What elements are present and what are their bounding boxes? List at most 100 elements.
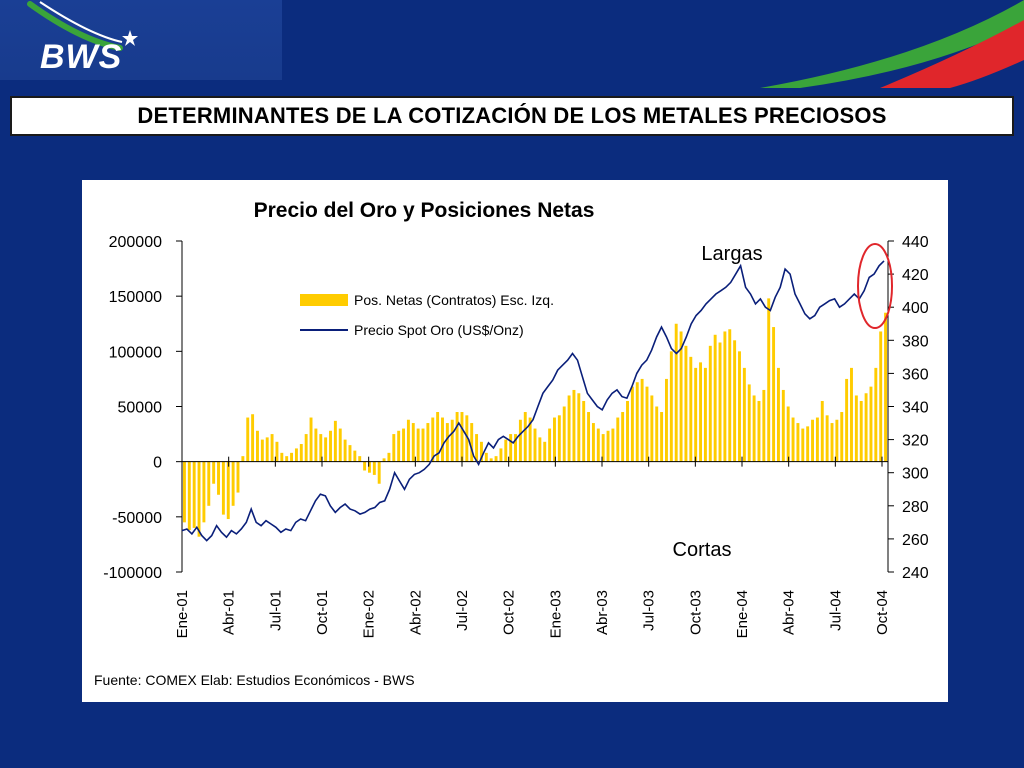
x-axis-tick-label: Oct-02	[501, 590, 518, 635]
bar-net-position	[616, 417, 620, 462]
bar-net-position	[606, 430, 610, 462]
bar-net-position	[304, 434, 308, 462]
legend-bar-swatch	[300, 294, 348, 306]
right-axis-tick-label: 340	[902, 400, 929, 417]
bar-net-position	[562, 406, 566, 462]
bar-net-position	[182, 461, 186, 523]
legend-label-line: Precio Spot Oro (US$/Onz)	[354, 322, 524, 338]
bar-net-position	[757, 400, 761, 462]
bar-net-position	[475, 434, 479, 462]
x-axis-tick-label: Abr-03	[594, 590, 611, 635]
bar-net-position	[514, 434, 517, 462]
bar-net-position	[859, 400, 863, 462]
bar-net-position	[850, 367, 853, 462]
bar-net-position	[241, 456, 245, 462]
bar-net-position	[557, 415, 561, 462]
annotation-cortas: Cortas	[673, 539, 732, 561]
bar-net-position	[864, 393, 868, 462]
bar-net-position	[684, 345, 688, 462]
left-axis-tick-label: 200000	[109, 234, 162, 251]
bar-net-position	[290, 452, 294, 462]
bar-net-position	[708, 345, 712, 462]
bar-net-position	[830, 423, 834, 462]
bar-net-position	[811, 419, 814, 462]
bar-net-position	[372, 461, 376, 475]
bar-net-position	[426, 423, 430, 462]
bar-net-position	[738, 351, 741, 462]
bar-net-position	[343, 439, 347, 462]
bar-net-position	[212, 461, 216, 484]
bar-net-position	[669, 351, 673, 462]
bar-net-position	[265, 437, 269, 462]
bar-net-position	[728, 329, 732, 462]
x-axis-tick-label: Abr-04	[781, 590, 798, 635]
bar-net-position	[319, 434, 323, 462]
bar-net-position	[747, 384, 751, 462]
bar-net-position	[397, 430, 401, 462]
corner-swoosh-icon	[760, 0, 1024, 88]
right-axis-tick-label: 280	[902, 499, 929, 516]
bar-net-position	[484, 452, 488, 462]
bar-net-position	[367, 461, 371, 473]
bar-net-position	[538, 437, 542, 462]
left-axis-tick-label: 100000	[109, 344, 162, 361]
bar-net-position	[324, 437, 328, 462]
chart-panel: Precio del Oro y Posiciones Netas -10000…	[82, 180, 948, 702]
bar-net-position	[465, 415, 469, 462]
chart-title: Precio del Oro y Posiciones Netas	[254, 199, 595, 222]
bar-net-position	[591, 423, 595, 462]
bar-net-position	[207, 461, 211, 506]
bar-net-position	[640, 378, 644, 462]
bar-net-position	[470, 423, 474, 462]
bar-net-position	[879, 331, 883, 462]
right-axis-tick-label: 240	[902, 565, 929, 582]
source-note: Fuente: COMEX Elab: Estudios Económicos …	[94, 672, 415, 688]
bar-net-position	[192, 461, 196, 528]
bar-net-position	[776, 367, 780, 462]
bar-net-position	[635, 382, 639, 462]
bar-net-position	[786, 406, 790, 462]
bar-net-position	[256, 430, 259, 462]
right-axis-tick-label: 360	[902, 366, 929, 383]
bar-net-position	[187, 461, 191, 531]
bar-net-position	[402, 428, 405, 462]
bar-net-position	[781, 389, 785, 462]
bar-net-position	[460, 412, 464, 462]
bar-net-position	[236, 461, 240, 493]
bar-net-position	[299, 444, 303, 462]
annotation-largas: Largas	[701, 243, 762, 265]
legend: Pos. Netas (Contratos) Esc. Izq. Precio …	[300, 292, 554, 338]
bar-net-position	[713, 334, 717, 462]
x-axis-tick-label: Oct-04	[874, 590, 891, 635]
right-axis-tick-label: 300	[902, 466, 929, 483]
bar-net-position	[221, 461, 225, 515]
bar-net-position	[314, 428, 318, 462]
bar-net-position	[392, 434, 396, 462]
bar-net-position	[285, 456, 289, 462]
logo-swoosh-icon	[27, 1, 138, 51]
bar-net-position	[601, 434, 605, 462]
bar-net-position	[416, 428, 420, 462]
bar-net-position	[377, 461, 381, 484]
right-axis-tick-label: 320	[902, 433, 929, 450]
bar-net-position	[577, 393, 581, 462]
left-axis-tick-label: -50000	[112, 510, 162, 527]
bar-net-position	[806, 426, 810, 462]
x-axis-tick-label: Oct-01	[314, 590, 331, 635]
bar-net-position	[353, 450, 357, 462]
x-axis-tick-label: Jul-01	[267, 590, 284, 631]
bar-net-position	[231, 461, 235, 506]
slide-title-bar: DETERMINANTES DE LA COTIZACIÓN DE LOS ME…	[10, 96, 1014, 136]
bar-net-position	[567, 395, 571, 462]
bar-net-position	[772, 327, 776, 462]
x-axis-tick-label: Abr-01	[221, 590, 238, 635]
bar-net-position	[655, 406, 659, 462]
bar-net-position	[479, 441, 483, 462]
bar-net-position	[450, 419, 454, 462]
x-axis-tick-label: Jul-03	[641, 590, 658, 631]
bar-net-position	[674, 323, 678, 462]
bar-net-position	[874, 367, 878, 462]
bar-net-position	[441, 417, 444, 462]
bar-net-position	[309, 417, 313, 462]
bar-net-position	[572, 389, 576, 462]
